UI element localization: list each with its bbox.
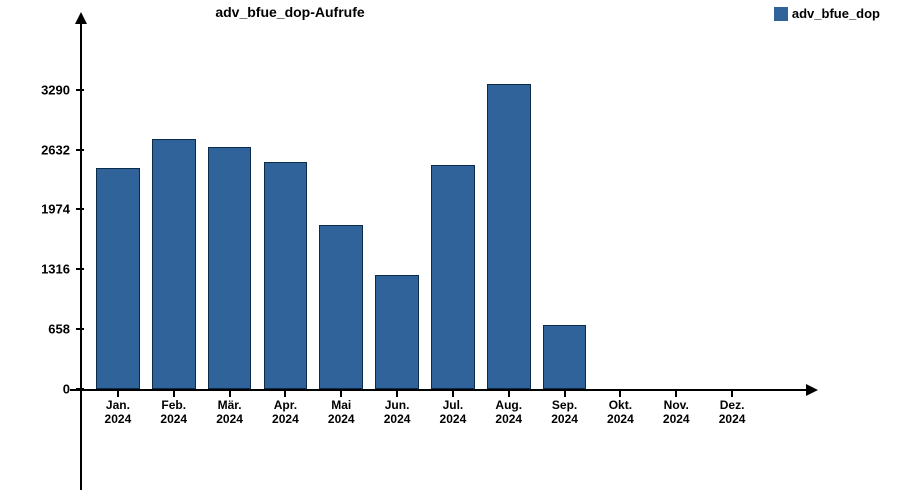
x-tick-label: Okt.2024 bbox=[607, 399, 634, 427]
x-tick bbox=[340, 389, 342, 397]
x-tick bbox=[564, 389, 566, 397]
legend: adv_bfue_dop bbox=[774, 6, 880, 21]
x-tick bbox=[619, 389, 621, 397]
bar bbox=[375, 275, 419, 389]
bar bbox=[152, 139, 196, 389]
chart-title: adv_bfue_dop-Aufrufe bbox=[0, 4, 580, 20]
bar bbox=[319, 225, 363, 389]
y-tick-label: 3290 bbox=[41, 82, 80, 97]
x-tick-label: Jan.2024 bbox=[105, 399, 132, 427]
x-tick-label: Feb.2024 bbox=[160, 399, 187, 427]
x-tick bbox=[675, 389, 677, 397]
bar bbox=[487, 84, 531, 388]
x-tick bbox=[284, 389, 286, 397]
x-tick-label: Aug.2024 bbox=[495, 399, 522, 427]
bar bbox=[264, 162, 308, 389]
x-tick bbox=[508, 389, 510, 397]
plot-area: 06581316197426323290Jan.2024Feb.2024Mär.… bbox=[80, 30, 800, 420]
y-tick-label: 1974 bbox=[41, 202, 80, 217]
legend-swatch bbox=[774, 7, 788, 21]
x-tick-label: Jul.2024 bbox=[440, 399, 467, 427]
x-tick bbox=[452, 389, 454, 397]
x-tick-label: Dez.2024 bbox=[719, 399, 746, 427]
x-tick bbox=[229, 389, 231, 397]
y-tick-label: 658 bbox=[48, 322, 80, 337]
bar bbox=[96, 168, 140, 389]
bar bbox=[208, 147, 252, 389]
x-tick bbox=[173, 389, 175, 397]
x-tick-label: Jun.2024 bbox=[384, 399, 411, 427]
legend-label: adv_bfue_dop bbox=[792, 6, 880, 21]
x-axis-arrow-icon bbox=[806, 384, 818, 396]
x-tick-label: Nov.2024 bbox=[663, 399, 690, 427]
chart-container: adv_bfue_dop-Aufrufe adv_bfue_dop 065813… bbox=[0, 0, 900, 500]
x-tick bbox=[396, 389, 398, 397]
x-tick-label: Mär.2024 bbox=[216, 399, 243, 427]
x-tick-label: Sep.2024 bbox=[551, 399, 578, 427]
bar bbox=[543, 325, 587, 389]
bar bbox=[431, 165, 475, 389]
x-tick-label: Apr.2024 bbox=[272, 399, 299, 427]
x-axis bbox=[70, 389, 810, 391]
y-axis-arrow-icon bbox=[75, 12, 87, 24]
x-tick bbox=[731, 389, 733, 397]
y-tick-label: 0 bbox=[63, 381, 80, 396]
x-tick-label: Mai2024 bbox=[328, 399, 355, 427]
x-tick bbox=[117, 389, 119, 397]
y-tick-label: 2632 bbox=[41, 142, 80, 157]
y-tick-label: 1316 bbox=[41, 262, 80, 277]
